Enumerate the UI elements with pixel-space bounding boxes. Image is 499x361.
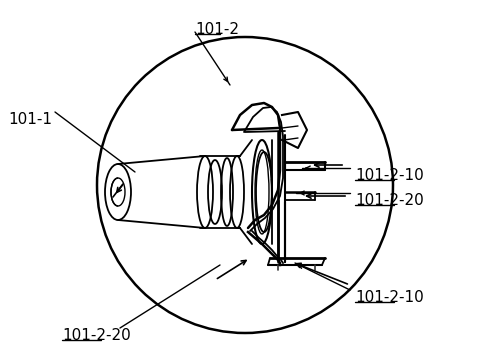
Text: 101-1: 101-1	[8, 112, 52, 127]
Text: 101-2-20: 101-2-20	[62, 328, 131, 343]
Text: 101-2-20: 101-2-20	[355, 193, 424, 208]
Text: 101-2: 101-2	[195, 22, 239, 37]
Text: 101-2-10: 101-2-10	[355, 168, 424, 183]
Text: 101-2-10: 101-2-10	[355, 290, 424, 305]
